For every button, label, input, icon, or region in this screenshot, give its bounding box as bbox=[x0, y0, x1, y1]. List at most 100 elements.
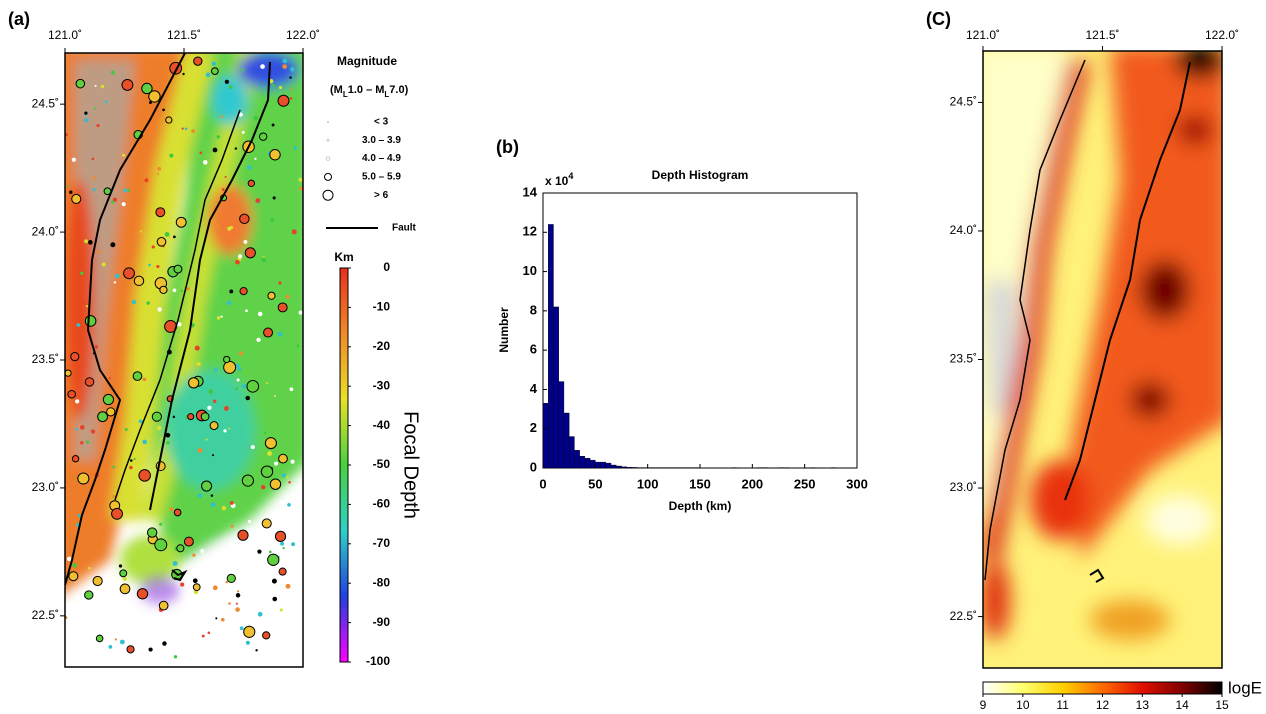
event-dot bbox=[225, 580, 228, 584]
event-dot bbox=[157, 166, 162, 171]
event-dot bbox=[139, 230, 143, 233]
event-dot bbox=[84, 111, 88, 115]
event-dot bbox=[247, 165, 252, 170]
colorbar-unit: logE bbox=[1228, 678, 1262, 697]
large-event bbox=[92, 575, 103, 587]
colorbar-tick-label: -70 bbox=[373, 536, 391, 550]
event-dot bbox=[69, 190, 73, 194]
event-dot bbox=[165, 432, 171, 438]
y-tick-label: 2 bbox=[530, 420, 537, 435]
large-event bbox=[133, 275, 145, 287]
event-dot bbox=[235, 387, 239, 390]
event-dot bbox=[281, 473, 286, 478]
large-event bbox=[243, 625, 256, 638]
large-event bbox=[264, 437, 277, 450]
event-dot bbox=[272, 596, 278, 602]
event-dot bbox=[112, 465, 116, 469]
x-tick-label: 121.5˚ bbox=[167, 28, 201, 42]
event-dot bbox=[212, 147, 218, 153]
colorbar-tick-label: 9 bbox=[980, 698, 987, 712]
colorbar-unit: Km bbox=[334, 250, 353, 264]
event-dot bbox=[113, 281, 117, 284]
event-dot bbox=[219, 553, 225, 559]
event-dot bbox=[208, 389, 214, 395]
event-dot bbox=[119, 639, 125, 645]
legend-range-part: 1.0 – M bbox=[348, 84, 385, 96]
event-dot bbox=[226, 300, 232, 306]
event-dot bbox=[112, 72, 115, 76]
event-dot bbox=[282, 64, 287, 69]
x-axis-label: Depth (km) bbox=[669, 499, 732, 513]
large-event bbox=[246, 379, 260, 393]
colorbar-tick-label: 14 bbox=[1175, 698, 1189, 712]
colorbar-tick-label: 0 bbox=[383, 260, 390, 274]
event-dot bbox=[268, 550, 272, 554]
event-dot bbox=[82, 53, 86, 57]
event-dot bbox=[142, 377, 147, 382]
large-event bbox=[65, 369, 72, 377]
event-dot bbox=[245, 309, 248, 313]
event-dot bbox=[184, 127, 188, 131]
colorbar-tick-label: -100 bbox=[366, 654, 390, 668]
event-dot bbox=[112, 494, 116, 498]
panel-label: (a) bbox=[8, 9, 30, 29]
event-dot bbox=[210, 502, 216, 507]
event-dot bbox=[133, 457, 136, 461]
event-dot bbox=[229, 225, 234, 230]
y-tick-label: 24.5˚ bbox=[950, 95, 977, 109]
large-event bbox=[176, 544, 185, 553]
legend-label: 4.0 – 4.9 bbox=[362, 153, 401, 164]
large-event bbox=[159, 285, 168, 294]
y-tick-label: 12 bbox=[523, 224, 537, 239]
legend-range-part: 7.0) bbox=[389, 84, 408, 96]
event-dot bbox=[101, 262, 106, 267]
event-dot bbox=[129, 465, 133, 470]
event-dot bbox=[223, 429, 227, 433]
event-dot bbox=[79, 425, 85, 430]
event-dot bbox=[242, 384, 247, 389]
event-dot bbox=[148, 263, 151, 267]
event-dot bbox=[273, 394, 277, 398]
event-dot bbox=[196, 361, 201, 367]
event-dot bbox=[201, 634, 205, 638]
y-multiplier-exponent: 4 bbox=[568, 171, 573, 181]
y-tick-label: 4 bbox=[530, 381, 538, 396]
bar bbox=[568, 436, 575, 469]
large-event bbox=[146, 527, 158, 538]
bar bbox=[626, 467, 633, 469]
legend-range: (ML1.0 – ML7.0) bbox=[330, 84, 409, 99]
x-tick-label: 200 bbox=[741, 476, 763, 491]
x-tick-label: 50 bbox=[588, 476, 602, 491]
event-dot bbox=[71, 567, 74, 570]
event-dot bbox=[269, 79, 274, 84]
large-event bbox=[84, 590, 94, 600]
event-dot bbox=[289, 76, 292, 79]
y-tick-label: 23.5˚ bbox=[950, 352, 977, 366]
energy-map bbox=[983, 51, 1222, 668]
event-dot bbox=[94, 613, 99, 618]
event-dot bbox=[255, 198, 261, 203]
bar bbox=[621, 466, 627, 469]
event-dot bbox=[272, 196, 276, 200]
event-dot bbox=[239, 626, 244, 631]
event-dot bbox=[131, 299, 137, 305]
event-dot bbox=[247, 519, 252, 524]
x-tick-label: 122.0˚ bbox=[286, 28, 320, 42]
bar bbox=[563, 412, 570, 469]
event-dot bbox=[84, 239, 89, 244]
colorbar-tick-label: -90 bbox=[373, 615, 391, 629]
large-event bbox=[223, 355, 231, 364]
legend-symbol bbox=[326, 120, 330, 124]
large-event bbox=[278, 567, 287, 576]
large-event bbox=[84, 377, 95, 387]
event-dot bbox=[148, 647, 153, 652]
large-event bbox=[237, 529, 249, 541]
x-tick-label: 121.0˚ bbox=[48, 28, 82, 42]
event-dot bbox=[180, 289, 183, 293]
event-dot bbox=[298, 310, 303, 315]
event-dot bbox=[291, 229, 297, 235]
large-event bbox=[269, 149, 281, 161]
event-dot bbox=[261, 257, 267, 263]
event-dot bbox=[255, 649, 258, 652]
event-dot bbox=[236, 378, 240, 382]
